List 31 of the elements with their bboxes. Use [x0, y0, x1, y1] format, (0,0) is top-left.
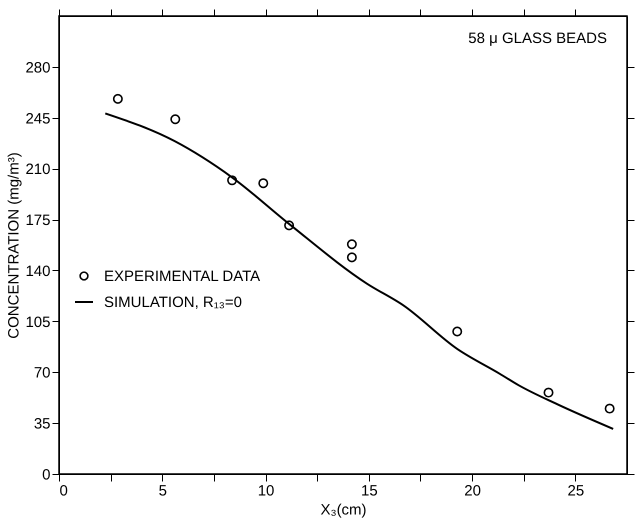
point: [258, 178, 268, 188]
point: [604, 404, 615, 414]
point: [112, 94, 123, 104]
x-tick-label: 25: [568, 482, 584, 500]
x-tick-label: 0: [60, 482, 68, 500]
y-tick-label: 175: [25, 212, 50, 230]
x-tick-label: 20: [464, 482, 481, 500]
y-tick-label: 105: [25, 314, 50, 331]
point: [346, 252, 357, 262]
y-axis-title: CONCENTRATION (mg/m³): [5, 152, 22, 339]
y-tick-label: 70: [34, 364, 50, 382]
x-axis-title: X₃(cm): [320, 502, 367, 518]
legend-label: EXPERIMENTAL DATA: [104, 268, 260, 285]
y-tick-label: 210: [25, 161, 50, 178]
point: [452, 326, 462, 336]
x-tick-label: 5: [158, 482, 167, 500]
point: [227, 175, 238, 186]
y-tick-label: 35: [34, 416, 50, 433]
point: [544, 388, 554, 398]
point: [284, 220, 294, 230]
y-tick-label: 0: [42, 466, 50, 484]
point: [170, 114, 180, 124]
y-tick-label: 140: [25, 262, 50, 280]
x-tick-label: 10: [258, 482, 274, 500]
y-tick-label: 245: [25, 110, 50, 128]
x-tick-label: 15: [360, 482, 378, 500]
y-tick-label: 280: [25, 59, 50, 76]
line-series: [104, 112, 614, 430]
legend-label: SIMULATION, R₁₃=0: [104, 294, 242, 311]
point: [346, 239, 357, 250]
annotation: 58 μ GLASS BEADS: [468, 30, 607, 47]
